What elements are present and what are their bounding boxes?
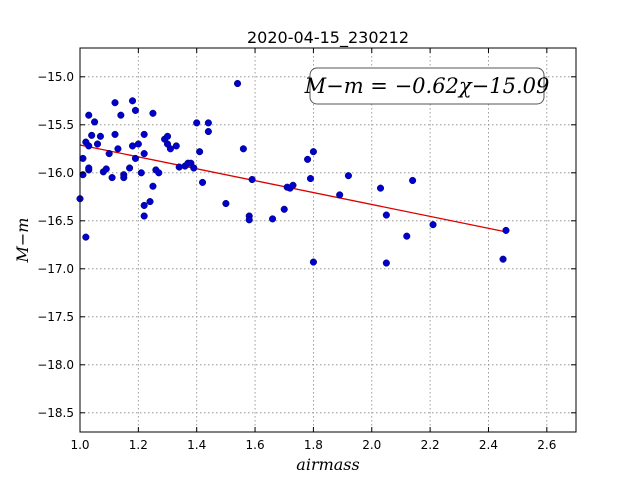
data-point [134,140,142,148]
data-point [108,174,116,182]
data-point [102,165,110,173]
data-point [248,175,256,184]
y-axis-label: M−m [13,218,32,264]
data-point [190,164,198,172]
data-point [117,111,125,119]
data-point [120,174,128,182]
data-point [126,164,134,172]
data-point [382,259,390,267]
data-point [204,119,212,127]
x-tick-label: 1.8 [304,438,323,452]
data-point [85,111,93,119]
y-axis-ticks: −15.0 −15.5 −16.0 −16.5 −17.0 −17.5 −18.0 −18.5 [37,70,576,420]
y-tick-label: −18.0 [37,358,74,372]
data-point [91,118,99,126]
data-point [234,79,242,88]
data-point [175,163,183,171]
data-point [128,97,137,105]
data-point [85,142,93,150]
data-point [239,145,247,153]
data-point [306,175,315,183]
fit-equation: M−m = −0.62χ−15.09 [304,74,550,98]
x-tick-label: 2.6 [537,438,556,452]
data-point [111,99,119,107]
data-point [96,132,104,140]
y-tick-label: −15.0 [37,70,74,84]
chart-title: 2020-04-15_230212 [247,28,409,48]
data-point [93,140,102,148]
data-point [502,226,510,234]
data-point [140,150,148,158]
x-tick-label: 1.6 [246,438,265,452]
annotation-box: M−m = −0.62χ−15.09 [304,67,550,105]
data-point [163,132,172,140]
data-point [204,127,212,136]
y-tick-label: −15.5 [37,118,74,132]
data-point [105,150,113,158]
data-point [429,221,437,229]
x-tick-label: 1.0 [70,438,89,452]
data-point [88,131,96,139]
data-point [111,130,119,138]
data-point [149,109,157,117]
data-point [309,148,317,156]
data-point [344,172,352,180]
data-points [76,79,510,267]
data-point [149,182,157,190]
x-tick-label: 2.2 [421,438,440,452]
x-axis-label: airmass [296,455,359,474]
data-point [245,216,253,224]
annotation-frame [309,67,545,105]
data-point [155,169,163,177]
data-point [114,145,122,153]
data-point [131,106,139,114]
data-point [336,191,344,199]
data-point [499,255,507,263]
data-point [403,232,411,240]
x-tick-label: 1.2 [129,438,148,452]
x-tick-label: 1.4 [187,438,206,452]
data-point [140,212,148,220]
data-point [79,154,87,162]
data-point [196,148,204,156]
data-point [289,181,297,189]
x-tick-label: 2.4 [479,438,498,452]
x-tick-label: 2.0 [362,438,381,452]
y-tick-label: −18.5 [37,406,74,420]
x-axis-ticks: 1.0 1.2 1.4 1.6 1.8 2.0 2.2 2.4 2.6 [70,48,556,452]
data-point [280,205,288,213]
data-point [198,178,207,186]
data-point [140,201,148,209]
plot-area [80,48,576,432]
y-tick-label: −17.0 [37,262,74,276]
data-point [309,258,317,266]
data-point [222,199,230,208]
data-point [172,142,180,150]
data-point [140,130,148,138]
data-point [85,164,93,172]
data-point [131,154,139,162]
y-tick-label: −16.0 [37,166,74,180]
data-point [409,176,417,185]
data-point [269,215,277,223]
data-point [382,211,390,219]
data-point [137,169,145,177]
data-point [146,198,154,206]
plot-frame [79,47,577,433]
y-tick-label: −16.5 [37,214,74,228]
data-point [376,184,385,192]
data-point [82,233,90,241]
data-point [193,119,201,127]
y-tick-label: −17.5 [37,310,74,324]
data-point [304,155,312,163]
data-point [166,145,174,153]
